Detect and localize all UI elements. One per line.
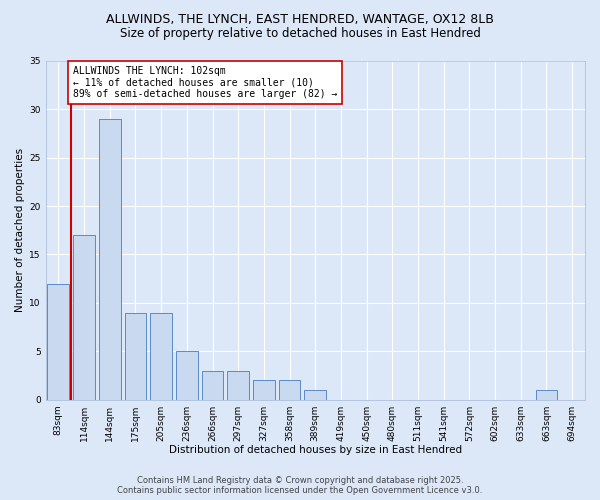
Bar xyxy=(202,370,223,400)
Bar xyxy=(73,235,95,400)
Text: Size of property relative to detached houses in East Hendred: Size of property relative to detached ho… xyxy=(119,28,481,40)
Bar xyxy=(227,370,249,400)
Bar xyxy=(150,312,172,400)
Bar xyxy=(253,380,275,400)
Text: Contains HM Land Registry data © Crown copyright and database right 2025.
Contai: Contains HM Land Registry data © Crown c… xyxy=(118,476,482,495)
Text: ALLWINDS THE LYNCH: 102sqm
← 11% of detached houses are smaller (10)
89% of semi: ALLWINDS THE LYNCH: 102sqm ← 11% of deta… xyxy=(73,66,337,99)
Bar xyxy=(176,351,198,400)
Bar xyxy=(125,312,146,400)
Y-axis label: Number of detached properties: Number of detached properties xyxy=(15,148,25,312)
Bar xyxy=(278,380,301,400)
Bar xyxy=(47,284,69,400)
Bar xyxy=(304,390,326,400)
Text: ALLWINDS, THE LYNCH, EAST HENDRED, WANTAGE, OX12 8LB: ALLWINDS, THE LYNCH, EAST HENDRED, WANTA… xyxy=(106,12,494,26)
Bar xyxy=(536,390,557,400)
Bar xyxy=(99,119,121,400)
X-axis label: Distribution of detached houses by size in East Hendred: Distribution of detached houses by size … xyxy=(169,445,462,455)
